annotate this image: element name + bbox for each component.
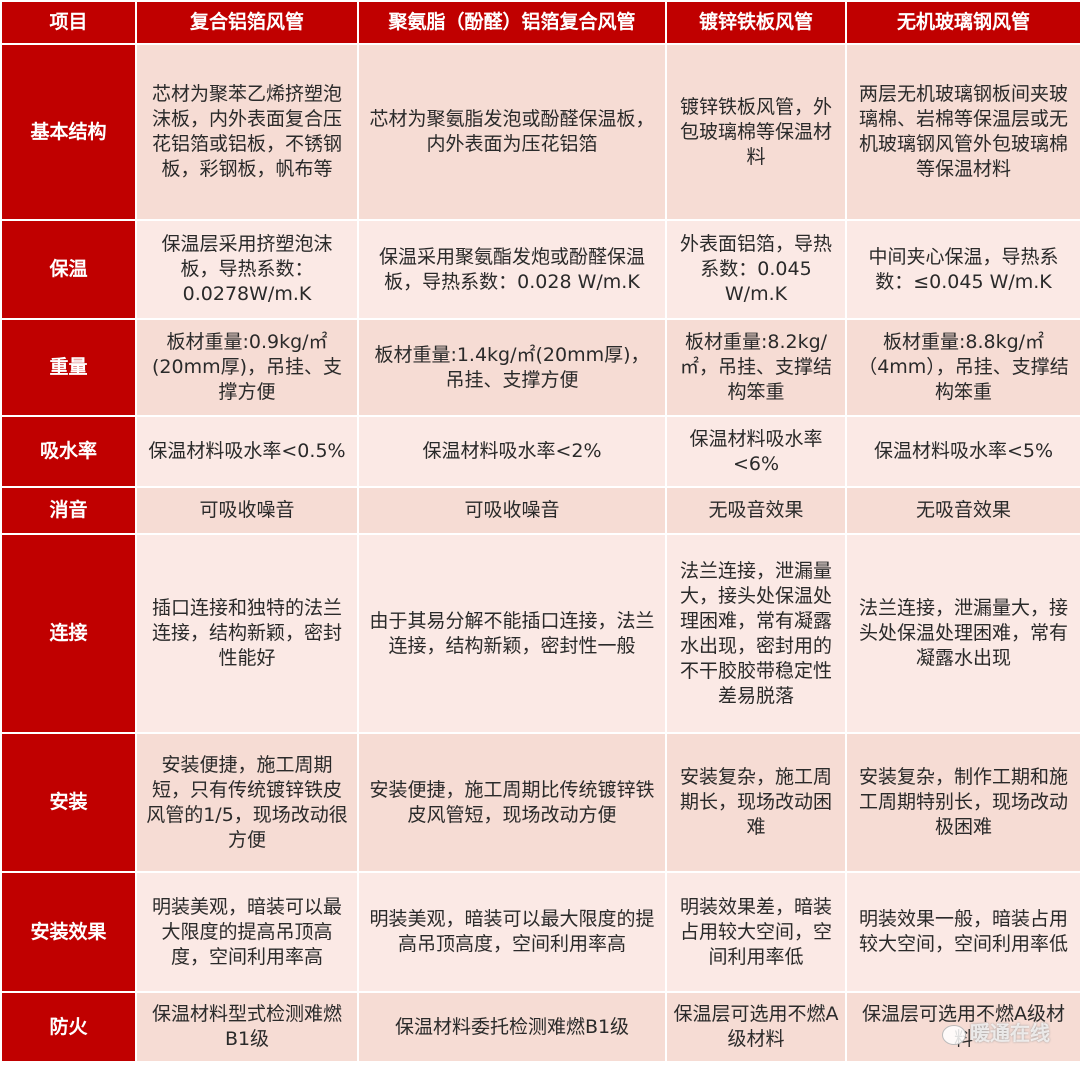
table-row: 连接 插口连接和独特的法兰连接，结构新颖，密封性能好 由于其易分解不能插口连接，法兰… bbox=[0, 533, 1080, 734]
row-label: 防火 bbox=[0, 991, 137, 1063]
table-cell: 法兰连接，泄漏量大，接头处保温处理困难，常有凝露水出现 bbox=[845, 533, 1080, 734]
table-cell: 无吸音效果 bbox=[845, 486, 1080, 535]
table-cell: 芯材为聚苯乙烯挤塑泡沫板，内外表面复合压花铝箔或铝板，不锈钢板，彩钢板，帆布等 bbox=[135, 43, 359, 221]
header-aluminum-foil-duct: 复合铝箔风管 bbox=[135, 0, 359, 45]
table-cell: 插口连接和独特的法兰连接，结构新颖，密封性能好 bbox=[135, 533, 359, 734]
table-row: 安装 安装便捷，施工周期短，只有传统镀锌铁皮风管的1/5，现场改动很方便 安装便捷，… bbox=[0, 732, 1080, 873]
row-label: 安装 bbox=[0, 732, 137, 873]
table-cell: 可吸收噪音 bbox=[135, 486, 359, 535]
table-cell: 明装效果一般，暗装占用较大空间，空间利用率低 bbox=[845, 871, 1080, 993]
table-cell: 明装美观，暗装可以最大限度的提高吊顶高度，空间利用率高 bbox=[357, 871, 667, 993]
header-polyurethane-duct: 聚氨脂（酚醛）铝箔复合风管 bbox=[357, 0, 667, 45]
table-cell: 板材重量:8.8kg/㎡（4mm），吊挂、支撑结构笨重 bbox=[845, 318, 1080, 417]
table-cell: 保温材料吸水率<6% bbox=[665, 415, 847, 488]
table-cell: 明装美观，暗装可以最大限度的提高吊顶高度，空间利用率高 bbox=[135, 871, 359, 993]
table-cell: 安装复杂，制作工期和施工周期特别长，现场改动极困难 bbox=[845, 732, 1080, 873]
table-row: 消音 可吸收噪音 可吸收噪音 无吸音效果 无吸音效果 bbox=[0, 486, 1080, 535]
table-cell: 两层无机玻璃钢板间夹玻璃棉、岩棉等保温层或无机玻璃钢风管外包玻璃棉等保温材料 bbox=[845, 43, 1080, 221]
row-label: 连接 bbox=[0, 533, 137, 734]
table-cell: 板材重量:0.9kg/㎡(20mm厚)，吊挂、支撑方便 bbox=[135, 318, 359, 417]
table-row: 重量 板材重量:0.9kg/㎡(20mm厚)，吊挂、支撑方便 板材重量:1.4kg/… bbox=[0, 318, 1080, 417]
wechat-icon bbox=[942, 1024, 966, 1045]
table-cell: 无吸音效果 bbox=[665, 486, 847, 535]
table-cell: 法兰连接，泄漏量大，接头处保温处理困难，常有凝露水出现，密封用的不干胶胶带稳定性… bbox=[665, 533, 847, 734]
table-cell: 镀锌铁板风管，外包玻璃棉等保温材料 bbox=[665, 43, 847, 221]
table-cell: 安装复杂，施工周期长，现场改动困难 bbox=[665, 732, 847, 873]
row-label: 安装效果 bbox=[0, 871, 137, 993]
table-cell: 由于其易分解不能插口连接，法兰连接，结构新颖，密封性一般 bbox=[357, 533, 667, 734]
table-row: 吸水率 保温材料吸水率<0.5% 保温材料吸水率<2% 保温材料吸水率<6% 保温材料吸… bbox=[0, 415, 1080, 488]
table-cell: 芯材为聚氨脂发泡或酚醛保温板，内外表面为压花铝箔 bbox=[357, 43, 667, 221]
table-row: 保温 保温层采用挤塑泡沫板，导热系数：0.0278W/m.K 保温采用聚氨酯发炮或酚… bbox=[0, 219, 1080, 320]
table-row: 安装效果 明装美观，暗装可以最大限度的提高吊顶高度，空间利用率高 明装美观，暗装可以… bbox=[0, 871, 1080, 993]
table-cell: 板材重量:8.2kg/㎡，吊挂、支撑结构笨重 bbox=[665, 318, 847, 417]
table-cell: 保温采用聚氨酯发炮或酚醛保温板，导热系数：0.028 W/m.K bbox=[357, 219, 667, 320]
table-cell: 保温材料委托检测难燃B1级 bbox=[357, 991, 667, 1063]
header-item: 项目 bbox=[0, 0, 137, 45]
table-cell: 保温层可选用不燃A级材料 bbox=[665, 991, 847, 1063]
table-cell: 可吸收噪音 bbox=[357, 486, 667, 535]
table-cell: 外表面铝箔，导热系数：0.045 W/m.K bbox=[665, 219, 847, 320]
table-cell: 明装效果差，暗装占用较大空间，空间利用率低 bbox=[665, 871, 847, 993]
row-label: 基本结构 bbox=[0, 43, 137, 221]
table-cell: 保温材料吸水率<2% bbox=[357, 415, 667, 488]
table-cell: 保温层可选用不燃A级材料 bbox=[845, 991, 1080, 1063]
table-row: 防火 保温材料型式检测难燃B1级 保温材料委托检测难燃B1级 保温层可选用不燃A级材料… bbox=[0, 991, 1080, 1063]
table-cell: 板材重量:1.4kg/㎡(20mm厚)，吊挂、支撑方便 bbox=[357, 318, 667, 417]
header-fiberglass-duct: 无机玻璃钢风管 bbox=[845, 0, 1080, 45]
table-cell: 保温材料型式检测难燃B1级 bbox=[135, 991, 359, 1063]
row-label: 吸水率 bbox=[0, 415, 137, 488]
table-cell: 中间夹心保温，导热系数：≤0.045 W/m.K bbox=[845, 219, 1080, 320]
row-label: 重量 bbox=[0, 318, 137, 417]
table-row: 基本结构 芯材为聚苯乙烯挤塑泡沫板，内外表面复合压花铝箔或铝板，不锈钢板，彩钢板，… bbox=[0, 43, 1080, 221]
watermark: 暖通在线 bbox=[942, 1017, 1050, 1046]
header-row: 项目 复合铝箔风管 聚氨脂（酚醛）铝箔复合风管 镀锌铁板风管 无机玻璃钢风管 bbox=[0, 0, 1080, 45]
row-label: 消音 bbox=[0, 486, 137, 535]
table-cell: 保温层采用挤塑泡沫板，导热系数：0.0278W/m.K bbox=[135, 219, 359, 320]
table-cell: 安装便捷，施工周期比传统镀锌铁皮风管短，现场改动方便 bbox=[357, 732, 667, 873]
row-label: 保温 bbox=[0, 219, 137, 320]
table-cell: 保温材料吸水率<5% bbox=[845, 415, 1080, 488]
table-cell: 保温材料吸水率<0.5% bbox=[135, 415, 359, 488]
table-cell: 安装便捷，施工周期短，只有传统镀锌铁皮风管的1/5，现场改动很方便 bbox=[135, 732, 359, 873]
header-galvanized-duct: 镀锌铁板风管 bbox=[665, 0, 847, 45]
